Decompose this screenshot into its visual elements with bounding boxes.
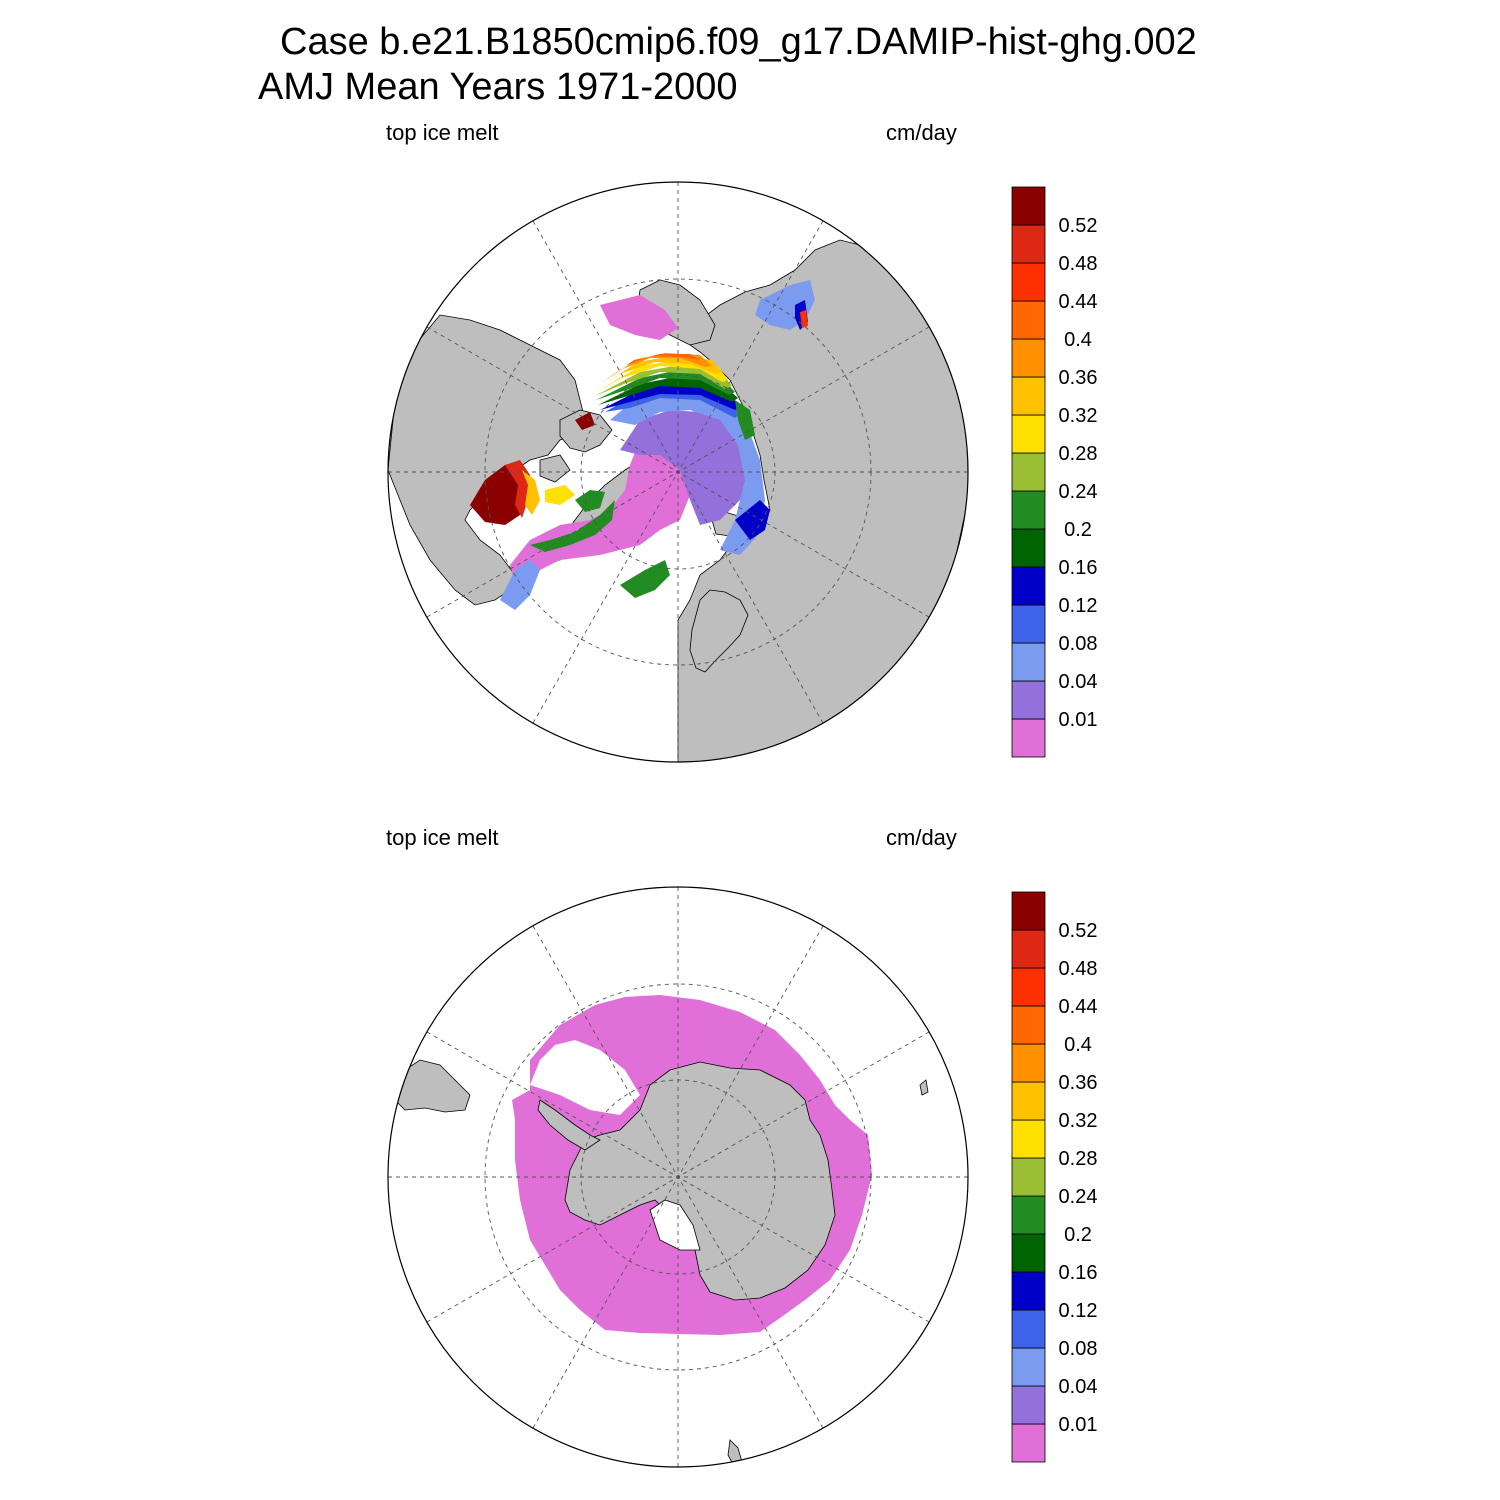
south-map-border: [387, 886, 969, 1468]
antarctic-peninsula-land: [537, 1099, 601, 1151]
north-colorbar-tick-label: 0.04: [1059, 671, 1098, 693]
south-colorbar-tick-label: 0.28: [1059, 1148, 1098, 1170]
north-colorbar-tick-label: 0.48: [1059, 253, 1098, 275]
north-colorbar-tick-label: 0.4: [1064, 329, 1092, 351]
south-panel-units-label: cm/day: [886, 825, 957, 850]
south-colorbar-swatch: [1011, 967, 1046, 1007]
south-colorbar-swatch: [1011, 1271, 1046, 1311]
north-colorbar-swatch: [1011, 300, 1046, 340]
africa-tip-land: [919, 1079, 929, 1096]
south-colorbar-swatch: [1011, 1385, 1046, 1425]
south-america-land: [394, 1059, 471, 1113]
north-colorbar-swatch: [1011, 566, 1046, 606]
south-colorbar: 0.01 0.04 0.08 0.12 0.16 0.2 0.24 0.28 0.32 0.36 0…: [1011, 891, 1098, 1463]
south-colorbar-swatch: [1011, 1195, 1046, 1235]
south-colorbar-tick-label: 0.32: [1059, 1110, 1098, 1132]
arctic-ice-melt-field: [470, 280, 815, 610]
north-colorbar-swatch: [1011, 528, 1046, 568]
south-colorbar-swatch: [1011, 1347, 1046, 1387]
south-colorbar-tick-label: 0.44: [1059, 996, 1098, 1018]
south-colorbar-swatch: [1011, 1043, 1046, 1083]
north-panel-units-label: cm/day: [886, 120, 957, 145]
south-colorbar-swatch: [1011, 891, 1046, 931]
south-colorbar-swatch: [1011, 1309, 1046, 1349]
north-colorbar-swatch: [1011, 262, 1046, 302]
south-graticule: [388, 887, 968, 1467]
south-colorbar-tick-label: 0.08: [1059, 1338, 1098, 1360]
north-colorbar-tick-label: 0.08: [1059, 633, 1098, 655]
south-colorbar-swatch: [1011, 929, 1046, 969]
north-colorbar-swatch: [1011, 376, 1046, 416]
antarctica-land: [564, 1061, 836, 1301]
north-colorbar-swatch: [1011, 224, 1046, 264]
south-colorbar-tick-label: 0.2: [1064, 1224, 1092, 1246]
scandinavia-land: [689, 589, 749, 673]
south-colorbar-swatch: [1011, 1005, 1046, 1045]
north-colorbar-tick-label: 0.28: [1059, 443, 1098, 465]
ross-ice-shelf: [649, 1199, 701, 1251]
south-colorbar-tick-label: 0.16: [1059, 1262, 1098, 1284]
north-colorbar-swatch: [1011, 680, 1046, 720]
north-colorbar-swatch: [1011, 452, 1046, 492]
figure-title: Case b.e21.B1850cmip6.f09_g17.DAMIP-hist…: [280, 21, 1197, 63]
north-colorbar-swatch: [1011, 186, 1046, 226]
north-colorbar-tick-label: 0.16: [1059, 557, 1098, 579]
south-colorbar-tick-label: 0.4: [1064, 1034, 1092, 1056]
south-colorbar-tick-label: 0.36: [1059, 1072, 1098, 1094]
north-map-border: [387, 181, 969, 763]
north-colorbar-tick-label: 0.24: [1059, 481, 1098, 503]
south-colorbar-tick-label: 0.04: [1059, 1376, 1098, 1398]
north-colorbar-tick-label: 0.44: [1059, 291, 1098, 313]
south-colorbar-swatch: [1011, 1233, 1046, 1273]
north-colorbar-swatch: [1011, 718, 1046, 758]
south-colorbar-tick-label: 0.52: [1059, 920, 1098, 942]
south-colorbar-swatch: [1011, 1081, 1046, 1121]
south-colorbar-tick-label: 0.12: [1059, 1300, 1098, 1322]
north-colorbar-swatch: [1011, 338, 1046, 378]
south-colorbar-swatch: [1011, 1423, 1046, 1463]
north-polar-map: [388, 182, 968, 762]
arctic-archipelago-land: [539, 409, 613, 483]
figure-subtitle: AMJ Mean Years 1971-2000: [258, 66, 738, 108]
north-colorbar-swatch: [1011, 604, 1046, 644]
south-panel-variable-label: top ice melt: [386, 825, 499, 850]
south-polar-map: [388, 887, 968, 1467]
north-colorbar-tick-label: 0.52: [1059, 215, 1098, 237]
north-graticule: [388, 182, 968, 762]
north-colorbar-tick-label: 0.36: [1059, 367, 1098, 389]
north-colorbar-tick-label: 0.01: [1059, 709, 1098, 731]
north-colorbar-swatch: [1011, 642, 1046, 682]
south-colorbar-tick-label: 0.01: [1059, 1414, 1098, 1436]
north-colorbar-tick-label: 0.12: [1059, 595, 1098, 617]
north-colorbar-tick-label: 0.2: [1064, 519, 1092, 541]
south-colorbar-swatch: [1011, 1119, 1046, 1159]
south-colorbar-tick-label: 0.48: [1059, 958, 1098, 980]
north-panel-variable-label: top ice melt: [386, 120, 499, 145]
north-colorbar: 0.01 0.04 0.08 0.12 0.16 0.2 0.24 0.28 0.32 0.36 0…: [1011, 186, 1098, 758]
north-colorbar-swatch: [1011, 490, 1046, 530]
north-colorbar-swatch: [1011, 414, 1046, 454]
south-colorbar-tick-label: 0.24: [1059, 1186, 1098, 1208]
north-colorbar-tick-label: 0.32: [1059, 405, 1098, 427]
south-colorbar-swatch: [1011, 1157, 1046, 1197]
